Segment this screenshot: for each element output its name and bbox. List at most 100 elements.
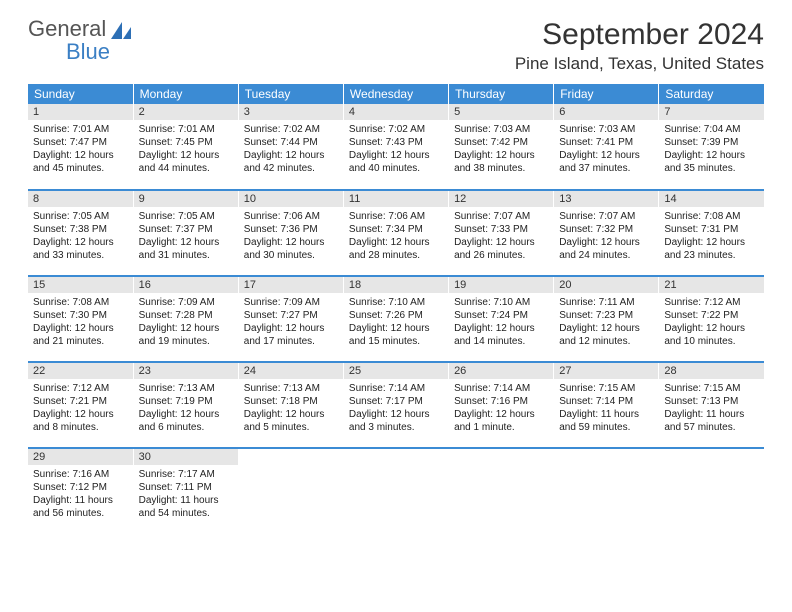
- calendar-day-cell: 9Sunrise: 7:05 AMSunset: 7:37 PMDaylight…: [133, 190, 238, 276]
- day-number: 11: [344, 191, 448, 207]
- day-number: 30: [134, 449, 238, 465]
- title-block: September 2024 Pine Island, Texas, Unite…: [515, 18, 764, 74]
- calendar-day-cell: 14Sunrise: 7:08 AMSunset: 7:31 PMDayligh…: [659, 190, 764, 276]
- day-number: 3: [239, 104, 343, 120]
- day-details: Sunrise: 7:05 AMSunset: 7:37 PMDaylight:…: [134, 207, 238, 266]
- page-title: September 2024: [515, 18, 764, 52]
- calendar-day-cell: 20Sunrise: 7:11 AMSunset: 7:23 PMDayligh…: [554, 276, 659, 362]
- day-details: Sunrise: 7:15 AMSunset: 7:14 PMDaylight:…: [554, 379, 658, 438]
- day-number: 10: [239, 191, 343, 207]
- day-details: Sunrise: 7:02 AMSunset: 7:44 PMDaylight:…: [239, 120, 343, 179]
- calendar-day-cell: 8Sunrise: 7:05 AMSunset: 7:38 PMDaylight…: [28, 190, 133, 276]
- calendar-day-cell: 30Sunrise: 7:17 AMSunset: 7:11 PMDayligh…: [133, 448, 238, 534]
- calendar-day-cell: 19Sunrise: 7:10 AMSunset: 7:24 PMDayligh…: [449, 276, 554, 362]
- day-number: 29: [28, 449, 133, 465]
- day-details: Sunrise: 7:01 AMSunset: 7:45 PMDaylight:…: [134, 120, 238, 179]
- calendar-day-cell: 21Sunrise: 7:12 AMSunset: 7:22 PMDayligh…: [659, 276, 764, 362]
- day-number: 26: [449, 363, 553, 379]
- day-number: 22: [28, 363, 133, 379]
- day-number: 25: [344, 363, 448, 379]
- calendar-day-cell: [554, 448, 659, 534]
- day-number: 16: [134, 277, 238, 293]
- header: General Blue September 2024 Pine Island,…: [28, 18, 764, 74]
- calendar-day-cell: 25Sunrise: 7:14 AMSunset: 7:17 PMDayligh…: [343, 362, 448, 448]
- calendar-day-cell: 1Sunrise: 7:01 AMSunset: 7:47 PMDaylight…: [28, 104, 133, 190]
- calendar-day-cell: 18Sunrise: 7:10 AMSunset: 7:26 PMDayligh…: [343, 276, 448, 362]
- calendar-day-cell: 28Sunrise: 7:15 AMSunset: 7:13 PMDayligh…: [659, 362, 764, 448]
- day-details: Sunrise: 7:09 AMSunset: 7:28 PMDaylight:…: [134, 293, 238, 352]
- day-details: Sunrise: 7:11 AMSunset: 7:23 PMDaylight:…: [554, 293, 658, 352]
- day-number: 7: [659, 104, 764, 120]
- day-number: 24: [239, 363, 343, 379]
- day-details: Sunrise: 7:15 AMSunset: 7:13 PMDaylight:…: [659, 379, 764, 438]
- day-details: Sunrise: 7:02 AMSunset: 7:43 PMDaylight:…: [344, 120, 448, 179]
- calendar-day-cell: [238, 448, 343, 534]
- calendar-header-row: SundayMondayTuesdayWednesdayThursdayFrid…: [28, 84, 764, 104]
- weekday-header: Saturday: [659, 84, 764, 104]
- day-details: Sunrise: 7:10 AMSunset: 7:26 PMDaylight:…: [344, 293, 448, 352]
- day-number: 15: [28, 277, 133, 293]
- day-number: 23: [134, 363, 238, 379]
- day-details: Sunrise: 7:14 AMSunset: 7:16 PMDaylight:…: [449, 379, 553, 438]
- day-details: Sunrise: 7:06 AMSunset: 7:34 PMDaylight:…: [344, 207, 448, 266]
- weekday-header: Wednesday: [343, 84, 448, 104]
- weekday-header: Sunday: [28, 84, 133, 104]
- day-details: Sunrise: 7:13 AMSunset: 7:18 PMDaylight:…: [239, 379, 343, 438]
- calendar-day-cell: 6Sunrise: 7:03 AMSunset: 7:41 PMDaylight…: [554, 104, 659, 190]
- day-number: 4: [344, 104, 448, 120]
- day-number: 20: [554, 277, 658, 293]
- calendar-table: SundayMondayTuesdayWednesdayThursdayFrid…: [28, 84, 764, 534]
- calendar-week-row: 8Sunrise: 7:05 AMSunset: 7:38 PMDaylight…: [28, 190, 764, 276]
- calendar-day-cell: 12Sunrise: 7:07 AMSunset: 7:33 PMDayligh…: [449, 190, 554, 276]
- calendar-week-row: 1Sunrise: 7:01 AMSunset: 7:47 PMDaylight…: [28, 104, 764, 190]
- calendar-day-cell: 10Sunrise: 7:06 AMSunset: 7:36 PMDayligh…: [238, 190, 343, 276]
- calendar-day-cell: 22Sunrise: 7:12 AMSunset: 7:21 PMDayligh…: [28, 362, 133, 448]
- day-details: Sunrise: 7:08 AMSunset: 7:31 PMDaylight:…: [659, 207, 764, 266]
- day-number: 14: [659, 191, 764, 207]
- day-number: 8: [28, 191, 133, 207]
- day-details: Sunrise: 7:17 AMSunset: 7:11 PMDaylight:…: [134, 465, 238, 524]
- calendar-day-cell: 26Sunrise: 7:14 AMSunset: 7:16 PMDayligh…: [449, 362, 554, 448]
- calendar-day-cell: 13Sunrise: 7:07 AMSunset: 7:32 PMDayligh…: [554, 190, 659, 276]
- calendar-day-cell: 11Sunrise: 7:06 AMSunset: 7:34 PMDayligh…: [343, 190, 448, 276]
- day-details: Sunrise: 7:12 AMSunset: 7:22 PMDaylight:…: [659, 293, 764, 352]
- day-number: 5: [449, 104, 553, 120]
- day-details: Sunrise: 7:13 AMSunset: 7:19 PMDaylight:…: [134, 379, 238, 438]
- day-number: 17: [239, 277, 343, 293]
- day-number: 12: [449, 191, 553, 207]
- day-number: 9: [134, 191, 238, 207]
- calendar-day-cell: 24Sunrise: 7:13 AMSunset: 7:18 PMDayligh…: [238, 362, 343, 448]
- calendar-day-cell: [449, 448, 554, 534]
- calendar-week-row: 29Sunrise: 7:16 AMSunset: 7:12 PMDayligh…: [28, 448, 764, 534]
- day-details: Sunrise: 7:12 AMSunset: 7:21 PMDaylight:…: [28, 379, 133, 438]
- day-number: 1: [28, 104, 133, 120]
- weekday-header: Tuesday: [238, 84, 343, 104]
- calendar-day-cell: 27Sunrise: 7:15 AMSunset: 7:14 PMDayligh…: [554, 362, 659, 448]
- day-number: 6: [554, 104, 658, 120]
- page: General Blue September 2024 Pine Island,…: [0, 0, 792, 552]
- day-details: Sunrise: 7:05 AMSunset: 7:38 PMDaylight:…: [28, 207, 133, 266]
- day-details: Sunrise: 7:01 AMSunset: 7:47 PMDaylight:…: [28, 120, 133, 179]
- day-number: 28: [659, 363, 764, 379]
- day-details: Sunrise: 7:16 AMSunset: 7:12 PMDaylight:…: [28, 465, 133, 524]
- calendar-day-cell: [343, 448, 448, 534]
- calendar-day-cell: 17Sunrise: 7:09 AMSunset: 7:27 PMDayligh…: [238, 276, 343, 362]
- location-label: Pine Island, Texas, United States: [515, 54, 764, 74]
- day-details: Sunrise: 7:08 AMSunset: 7:30 PMDaylight:…: [28, 293, 133, 352]
- day-number: 19: [449, 277, 553, 293]
- day-details: Sunrise: 7:07 AMSunset: 7:32 PMDaylight:…: [554, 207, 658, 266]
- calendar-day-cell: 4Sunrise: 7:02 AMSunset: 7:43 PMDaylight…: [343, 104, 448, 190]
- day-number: 27: [554, 363, 658, 379]
- day-details: Sunrise: 7:04 AMSunset: 7:39 PMDaylight:…: [659, 120, 764, 179]
- calendar-day-cell: [659, 448, 764, 534]
- weekday-header: Friday: [554, 84, 659, 104]
- weekday-header: Monday: [133, 84, 238, 104]
- calendar-day-cell: 15Sunrise: 7:08 AMSunset: 7:30 PMDayligh…: [28, 276, 133, 362]
- weekday-header: Thursday: [449, 84, 554, 104]
- day-details: Sunrise: 7:09 AMSunset: 7:27 PMDaylight:…: [239, 293, 343, 352]
- calendar-day-cell: 29Sunrise: 7:16 AMSunset: 7:12 PMDayligh…: [28, 448, 133, 534]
- day-number: 2: [134, 104, 238, 120]
- logo-sail-icon: [111, 22, 133, 45]
- day-number: 13: [554, 191, 658, 207]
- calendar-week-row: 22Sunrise: 7:12 AMSunset: 7:21 PMDayligh…: [28, 362, 764, 448]
